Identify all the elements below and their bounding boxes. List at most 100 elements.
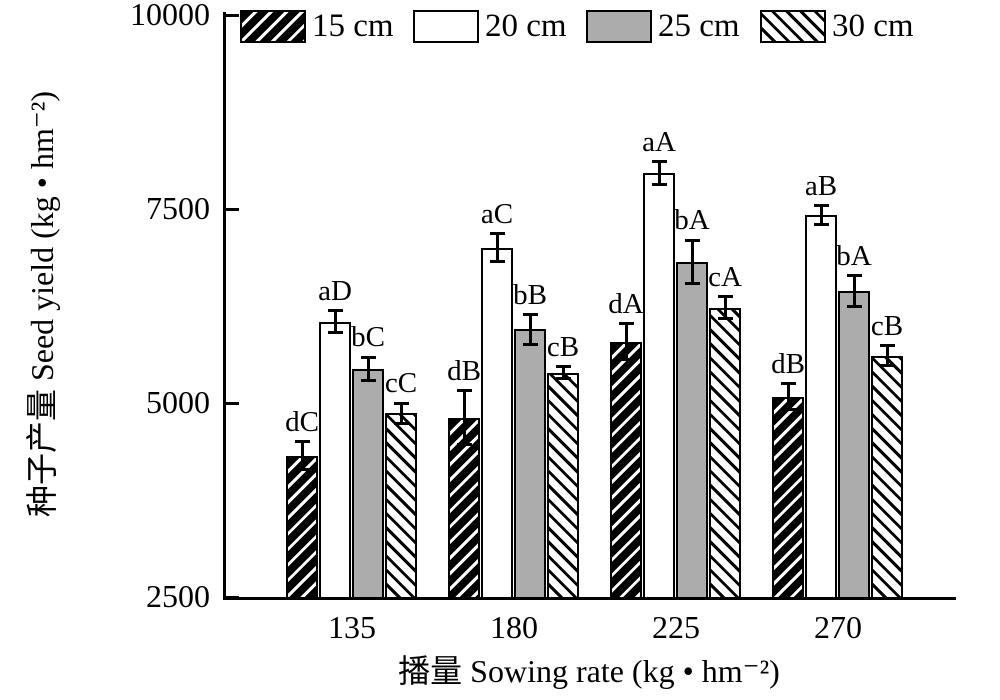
significance-label-bA-270: bA [836, 239, 872, 272]
significance-label-cB-270: cB [870, 309, 904, 342]
error-bar-20cm-135 [333, 310, 337, 333]
error-cap-bottom [813, 223, 829, 227]
error-cap-bottom [327, 330, 343, 334]
x-tick-label-270: 270 [814, 609, 862, 645]
error-cap-bottom [717, 316, 733, 320]
legend-item-30cm: 30 cm [760, 8, 914, 44]
y-tick-label-10000: 10000 [130, 0, 210, 32]
significance-label-bB-180: bB [513, 278, 547, 311]
significance-label-aA-225: aA [642, 125, 676, 158]
legend: 15 cm 20 cm 25 cm 30 cm [0, 0, 1000, 50]
error-cap-bottom [618, 358, 634, 362]
x-tick-label-225: 225 [652, 609, 700, 645]
significance-label-dA-225: dA [608, 287, 644, 320]
legend-item-15cm: 15 cm [240, 8, 394, 44]
error-cap-bottom [360, 378, 376, 382]
significance-label-aC-180: aC [480, 197, 514, 230]
legend-swatch-20cm [413, 9, 479, 43]
y-axis-line [223, 12, 226, 600]
error-bar-15cm-225 [624, 323, 628, 360]
error-bar-15cm-270 [786, 383, 790, 410]
error-bar-20cm-225 [657, 161, 661, 185]
error-cap-top [555, 365, 571, 369]
y-tick-label-7500: 7500 [146, 190, 210, 226]
error-bar-25cm-180 [528, 314, 532, 345]
error-bar-15cm-135 [300, 441, 304, 470]
error-cap-top [456, 389, 472, 393]
error-cap-bottom [651, 183, 667, 187]
error-cap-bottom [780, 408, 796, 412]
significance-label-bA-225: bA [674, 204, 710, 237]
y-tick-label-5000: 5000 [146, 384, 210, 420]
y-tick-mark-10000 [226, 13, 239, 17]
error-cap-top [618, 322, 634, 326]
error-cap-bottom [555, 377, 571, 381]
x-axis-line [223, 597, 956, 600]
y-tick-mark-2500 [226, 595, 239, 599]
bar-25cm-270 [838, 291, 870, 599]
legend-label: 25 cm [658, 8, 740, 44]
error-cap-bottom [684, 281, 700, 285]
x-tick-label-135: 135 [328, 609, 376, 645]
bar-15cm-180 [448, 417, 480, 599]
y-axis-title: 种子产量 Seed yield (kg • hm⁻²) [24, 90, 60, 518]
y-tick-mark-7500 [226, 207, 239, 211]
significance-label-bC-135: bC [351, 321, 385, 354]
bar-30cm-180 [547, 372, 579, 599]
error-bar-30cm-180 [561, 366, 565, 379]
error-cap-bottom [294, 468, 310, 472]
error-bar-25cm-225 [690, 240, 694, 284]
x-axis-title: 播量 Sowing rate (kg • hm⁻²) [398, 653, 780, 689]
error-cap-top [780, 382, 796, 386]
error-cap-top [879, 344, 895, 348]
significance-label-cC-135: cC [384, 367, 418, 399]
error-cap-top [846, 274, 862, 278]
significance-label-dB-270: dB [771, 347, 805, 380]
error-cap-bottom [393, 421, 409, 425]
error-bar-30cm-225 [723, 296, 727, 319]
significance-label-dC-135: dC [285, 405, 319, 438]
legend-item-20cm: 20 cm [413, 8, 567, 44]
bar-25cm-135 [352, 368, 384, 599]
error-cap-top [393, 401, 409, 405]
error-cap-top [522, 313, 538, 317]
legend-label: 30 cm [832, 8, 914, 44]
legend-label: 15 cm [312, 8, 394, 44]
legend-swatch-30cm [760, 9, 826, 43]
error-cap-bottom [456, 443, 472, 447]
error-cap-top [327, 309, 343, 313]
legend-item-25cm: 25 cm [586, 8, 740, 44]
bar-20cm-135 [319, 321, 351, 599]
significance-label-aB-270: aB [804, 169, 838, 202]
bar-20cm-180 [481, 247, 513, 599]
y-tick-label-2500: 2500 [146, 578, 210, 614]
bar-30cm-225 [709, 307, 741, 599]
significance-label-aD-135: aD [318, 274, 352, 307]
error-cap-top [360, 355, 376, 359]
significance-label-dB-180: dB [447, 354, 481, 387]
y-tick-mark-5000 [226, 401, 239, 405]
bar-25cm-180 [514, 329, 546, 599]
significance-label-cA-225: cA [708, 260, 742, 293]
error-bar-20cm-180 [495, 233, 499, 262]
significance-label-cB-180: cB [546, 330, 580, 363]
error-bar-25cm-135 [366, 357, 370, 381]
bar-20cm-270 [805, 215, 837, 599]
error-bar-30cm-135 [399, 403, 403, 424]
bar-25cm-225 [676, 261, 708, 599]
bar-15cm-225 [610, 341, 642, 599]
bar-30cm-270 [871, 355, 903, 599]
legend-label: 20 cm [485, 8, 567, 44]
error-bar-30cm-270 [885, 345, 889, 366]
error-bar-20cm-270 [819, 205, 823, 225]
error-cap-top [651, 160, 667, 164]
legend-swatch-25cm [586, 9, 652, 43]
error-cap-top [684, 238, 700, 242]
error-cap-top [717, 295, 733, 299]
x-tick-label-180: 180 [490, 609, 538, 645]
error-cap-top [813, 204, 829, 208]
legend-swatch-15cm [240, 9, 306, 43]
bar-30cm-135 [385, 413, 417, 599]
error-bar-15cm-180 [462, 390, 466, 445]
error-cap-bottom [846, 305, 862, 309]
